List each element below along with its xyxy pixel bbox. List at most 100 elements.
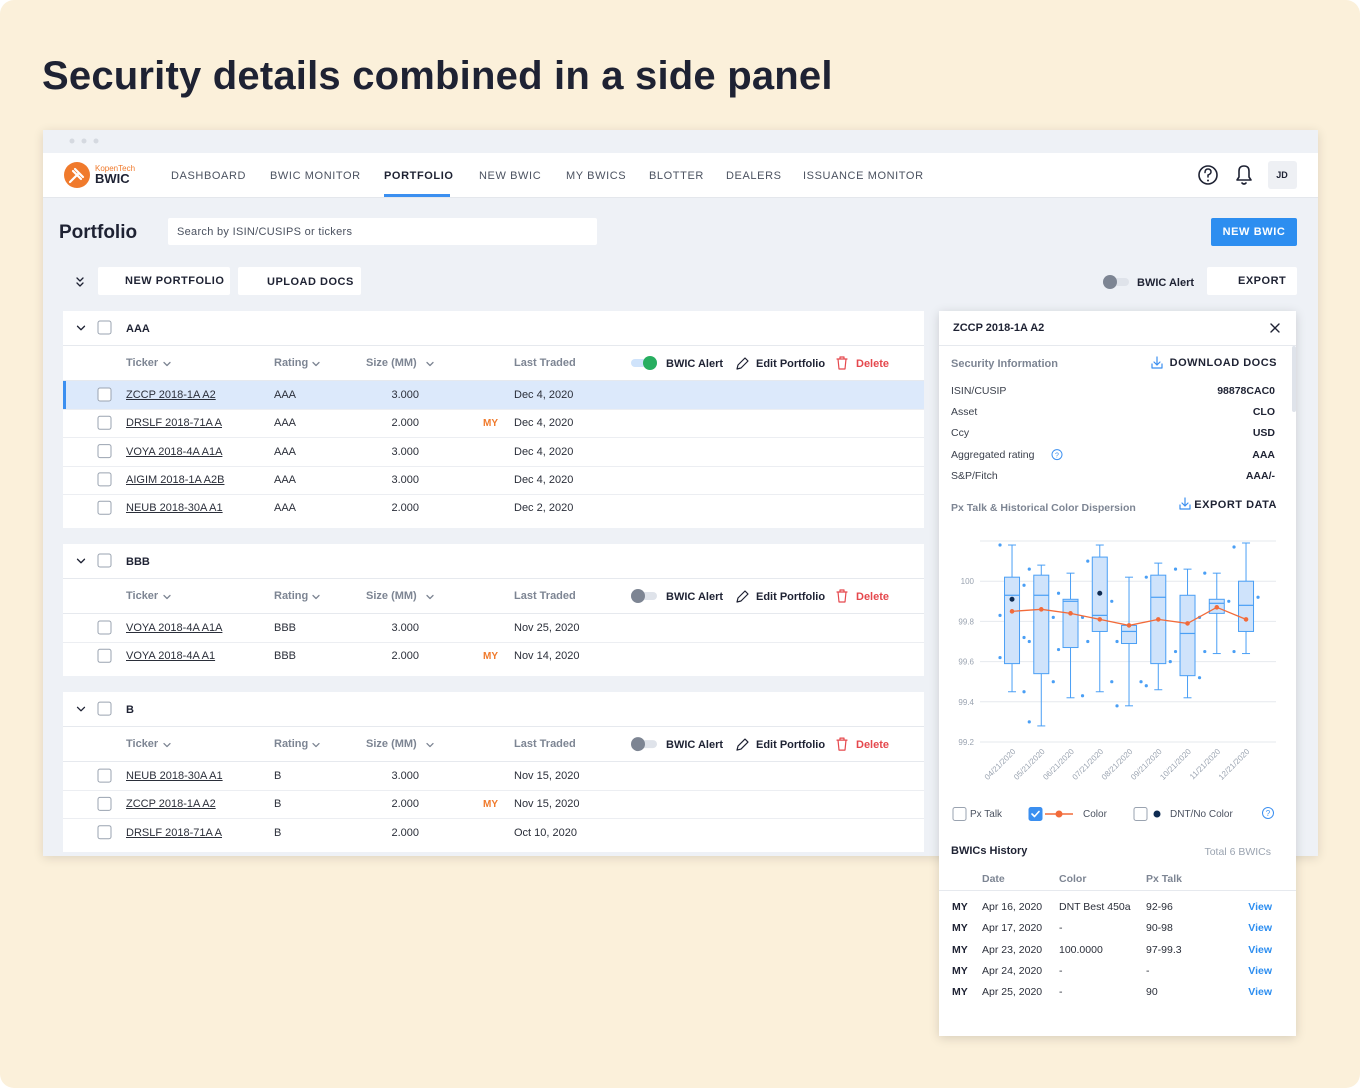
view-link[interactable]: View	[1248, 964, 1272, 977]
selected-row-marker	[63, 381, 66, 409]
field-label: ISIN/CUSIP	[951, 385, 1007, 397]
history-column: Px Talk	[1146, 873, 1182, 885]
ticker-link[interactable]: VOYA 2018-4A A1	[126, 650, 216, 663]
edit-portfolio-action[interactable]: Edit Portfolio	[756, 358, 826, 370]
rating: AAA	[274, 417, 297, 430]
logo-text: BWIC	[95, 171, 130, 186]
size: 3.000	[391, 770, 419, 783]
rating: B	[274, 798, 282, 811]
last-traded: Nov 14, 2020	[514, 650, 580, 663]
history-tag: MY	[952, 943, 968, 956]
column-header[interactable]: Rating	[274, 590, 309, 602]
nav-item[interactable]: BWIC MONITOR	[270, 170, 361, 182]
delete-action[interactable]: Delete	[856, 591, 890, 603]
my-flag: MY	[483, 651, 498, 663]
history-color: -	[1059, 922, 1063, 935]
ticker-link[interactable]: ZCCP 2018-1A A2	[126, 389, 216, 401]
chart-title: Px Talk & Historical Color Dispersion	[951, 502, 1136, 514]
search-placeholder: Search by ISIN/CUSIPS or tickers	[177, 226, 353, 238]
view-link[interactable]: View	[1248, 986, 1272, 999]
history-total: Total 6 BWICs	[1204, 846, 1271, 858]
ticker-link[interactable]: DRSLF 2018-71A A	[126, 417, 223, 430]
column-header[interactable]: Size (MM)	[366, 357, 417, 369]
new-bwic-label: NEW BWIC	[1222, 226, 1286, 238]
field-value: AAA	[1252, 448, 1275, 461]
history-column: Date	[982, 873, 1005, 885]
export-data[interactable]: EXPORT DATA	[1194, 499, 1277, 511]
group-name: AAA	[126, 323, 150, 335]
column-header[interactable]: Size (MM)	[366, 738, 417, 751]
nav-item[interactable]: ISSUANCE MONITOR	[803, 170, 924, 182]
edit-portfolio-action[interactable]: Edit Portfolio	[756, 591, 826, 603]
nav-item[interactable]: BLOTTER	[649, 170, 704, 182]
column-header[interactable]: Ticker	[126, 590, 159, 602]
field-value: 98878CAC0	[1217, 385, 1275, 397]
portfolio-card	[63, 544, 924, 676]
card-divider	[63, 578, 924, 579]
legend-label[interactable]: Color	[1083, 809, 1107, 820]
my-flag: MY	[483, 799, 498, 811]
column-header: Last Traded	[514, 590, 576, 602]
new-portfolio-button[interactable]	[98, 267, 230, 295]
column-header[interactable]: Rating	[274, 357, 309, 369]
column-header: Last Traded	[514, 738, 576, 751]
nav-item[interactable]: NEW BWIC	[479, 170, 542, 182]
ticker-link[interactable]: AIGIM 2018-1A A2B	[126, 473, 225, 486]
rating: AAA	[274, 389, 297, 401]
row-divider	[63, 437, 924, 439]
ticker-link[interactable]: VOYA 2018-4A A1A	[126, 445, 223, 458]
export-button[interactable]	[1207, 267, 1297, 295]
nav-item[interactable]: DEALERS	[726, 170, 782, 182]
last-traded: Dec 2, 2020	[514, 502, 574, 515]
nav-item[interactable]: PORTFOLIO	[384, 170, 454, 182]
delete-action[interactable]: Delete	[856, 739, 890, 752]
row-divider	[63, 818, 924, 820]
bwic-alert-action[interactable]: BWIC Alert	[666, 358, 724, 370]
rating: BBB	[274, 622, 297, 634]
delete-action[interactable]: Delete	[856, 358, 890, 370]
avatar-initials: JD	[1276, 170, 1288, 180]
ticker-link[interactable]: ZCCP 2018-1A A2	[126, 798, 216, 811]
nav-item[interactable]: MY BWICS	[566, 170, 627, 182]
last-traded: Dec 4, 2020	[514, 389, 574, 401]
size: 3.000	[391, 473, 419, 486]
download-docs[interactable]: DOWNLOAD DOCS	[1169, 357, 1277, 369]
nav-bar	[43, 153, 1318, 198]
card-divider	[63, 613, 924, 614]
ticker-link[interactable]: NEUB 2018-30A A1	[126, 770, 223, 783]
portfolio-card	[63, 311, 924, 528]
view-link[interactable]: View	[1248, 943, 1272, 956]
view-link[interactable]: View	[1248, 901, 1272, 913]
history-color: DNT Best 450a	[1059, 901, 1131, 913]
last-traded: Nov 15, 2020	[514, 770, 580, 783]
bwic-alert-action[interactable]: BWIC Alert	[666, 739, 724, 752]
history-title: BWICs History	[951, 845, 1028, 857]
legend-label[interactable]: Px Talk	[970, 809, 1003, 820]
column-header[interactable]: Rating	[274, 738, 309, 751]
history-px-talk: -	[1146, 964, 1150, 977]
side-panel	[939, 311, 1296, 1036]
nav-item[interactable]: DASHBOARD	[171, 170, 247, 182]
new-bwic-button[interactable]	[1211, 218, 1297, 246]
ticker-link[interactable]: VOYA 2018-4A A1A	[126, 622, 223, 634]
view-link[interactable]: View	[1248, 922, 1272, 935]
page-title: Portfolio	[59, 222, 138, 243]
edit-portfolio-action[interactable]: Edit Portfolio	[756, 739, 826, 752]
search-box[interactable]	[168, 218, 597, 245]
bwic-alert-action[interactable]: BWIC Alert	[666, 591, 724, 603]
history-tag: MY	[952, 922, 968, 935]
size: 3.000	[391, 622, 419, 634]
history-px-talk: 90-98	[1146, 922, 1173, 935]
column-header[interactable]: Ticker	[126, 738, 159, 751]
size: 2.000	[391, 650, 419, 663]
size: 2.000	[391, 798, 419, 811]
ticker-link[interactable]: NEUB 2018-30A A1	[126, 502, 223, 515]
avatar[interactable]	[1268, 161, 1297, 189]
column-header[interactable]: Ticker	[126, 357, 159, 369]
row-divider	[63, 642, 924, 643]
legend-label[interactable]: DNT/No Color	[1170, 809, 1233, 820]
ticker-link[interactable]: DRSLF 2018-71A A	[126, 826, 223, 839]
column-header[interactable]: Size (MM)	[366, 590, 417, 602]
history-column: Color	[1059, 873, 1087, 885]
card-divider	[63, 345, 924, 346]
